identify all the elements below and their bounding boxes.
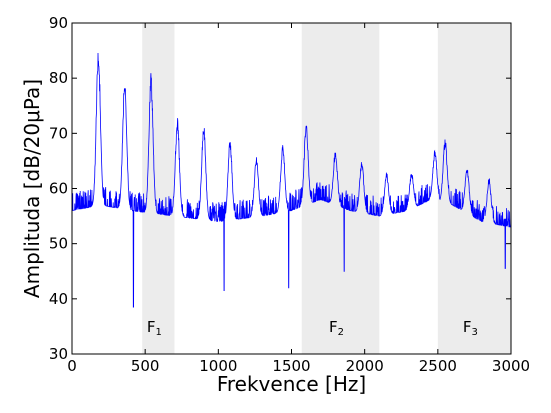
band-labels: F1 F2 F3	[147, 318, 478, 338]
y-tick-label: 30	[49, 345, 68, 363]
x-tick-label: 0	[67, 357, 77, 375]
y-axis-ticks: 30 40 50 60 70 80 90	[49, 14, 511, 363]
y-tick-label: 80	[49, 69, 68, 87]
x-tick-label: 1000	[199, 357, 237, 375]
x-axis-title: Frekvence [Hz]	[217, 372, 366, 396]
band-label-1: F1	[147, 318, 162, 338]
band-label-3: F3	[463, 318, 478, 338]
spectrum-series-line	[71, 52, 512, 308]
y-tick-label: 90	[49, 14, 68, 32]
x-tick-label: 3000	[492, 357, 530, 375]
x-tick-label: 2500	[419, 357, 457, 375]
shaded-band-3	[437, 23, 511, 354]
y-tick-label: 50	[49, 235, 68, 253]
y-tick-label: 40	[49, 290, 68, 308]
y-tick-label: 70	[49, 124, 68, 142]
x-axis-ticks: 0 500 1000 1500 2000 2500 3000	[67, 23, 530, 375]
y-tick-label: 60	[49, 180, 68, 198]
x-tick-label: 2000	[346, 357, 384, 375]
x-tick-label: 1500	[272, 357, 310, 375]
shaded-band-2	[301, 23, 380, 354]
x-tick-label: 500	[131, 357, 160, 375]
band-label-2: F2	[329, 318, 344, 338]
y-axis-title: Amplituda [dB/20μPa]	[20, 79, 44, 298]
shaded-bands	[142, 23, 511, 354]
series-group	[71, 52, 512, 308]
